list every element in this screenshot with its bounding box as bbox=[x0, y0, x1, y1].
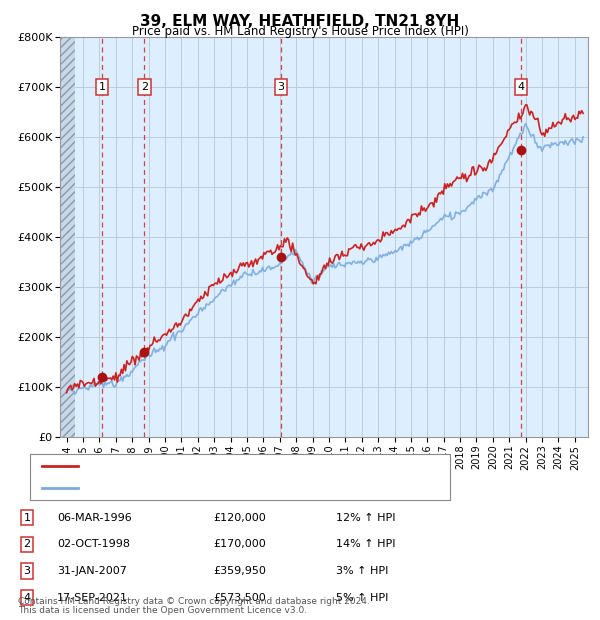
Bar bbox=[60, 37, 75, 437]
Text: This data is licensed under the Open Government Licence v3.0.: This data is licensed under the Open Gov… bbox=[18, 606, 307, 615]
Text: 1: 1 bbox=[23, 513, 31, 523]
Text: Price paid vs. HM Land Registry's House Price Index (HPI): Price paid vs. HM Land Registry's House … bbox=[131, 25, 469, 38]
Text: 2: 2 bbox=[23, 539, 31, 549]
Text: 31-JAN-2007: 31-JAN-2007 bbox=[57, 566, 127, 576]
Text: 39, ELM WAY, HEATHFIELD, TN21 8YH: 39, ELM WAY, HEATHFIELD, TN21 8YH bbox=[140, 14, 460, 29]
Text: HPI: Average price, detached house, Wealden: HPI: Average price, detached house, Weal… bbox=[84, 483, 322, 493]
Text: 2: 2 bbox=[141, 82, 148, 92]
Text: 17-SEP-2021: 17-SEP-2021 bbox=[57, 593, 128, 603]
Text: 3: 3 bbox=[23, 566, 31, 576]
Text: 3: 3 bbox=[278, 82, 284, 92]
Text: £170,000: £170,000 bbox=[213, 539, 266, 549]
Text: 1: 1 bbox=[98, 82, 106, 92]
Text: 39, ELM WAY, HEATHFIELD, TN21 8YH (detached house): 39, ELM WAY, HEATHFIELD, TN21 8YH (detac… bbox=[84, 461, 373, 471]
Text: 14% ↑ HPI: 14% ↑ HPI bbox=[336, 539, 395, 549]
Text: Contains HM Land Registry data © Crown copyright and database right 2024.: Contains HM Land Registry data © Crown c… bbox=[18, 597, 370, 606]
Text: 12% ↑ HPI: 12% ↑ HPI bbox=[336, 513, 395, 523]
Text: 3% ↑ HPI: 3% ↑ HPI bbox=[336, 566, 388, 576]
Text: 4: 4 bbox=[517, 82, 524, 92]
Text: 02-OCT-1998: 02-OCT-1998 bbox=[57, 539, 130, 549]
Text: £573,500: £573,500 bbox=[213, 593, 266, 603]
Text: £120,000: £120,000 bbox=[213, 513, 266, 523]
Text: 06-MAR-1996: 06-MAR-1996 bbox=[57, 513, 132, 523]
Text: 5% ↑ HPI: 5% ↑ HPI bbox=[336, 593, 388, 603]
Text: £359,950: £359,950 bbox=[213, 566, 266, 576]
Text: 4: 4 bbox=[23, 593, 31, 603]
